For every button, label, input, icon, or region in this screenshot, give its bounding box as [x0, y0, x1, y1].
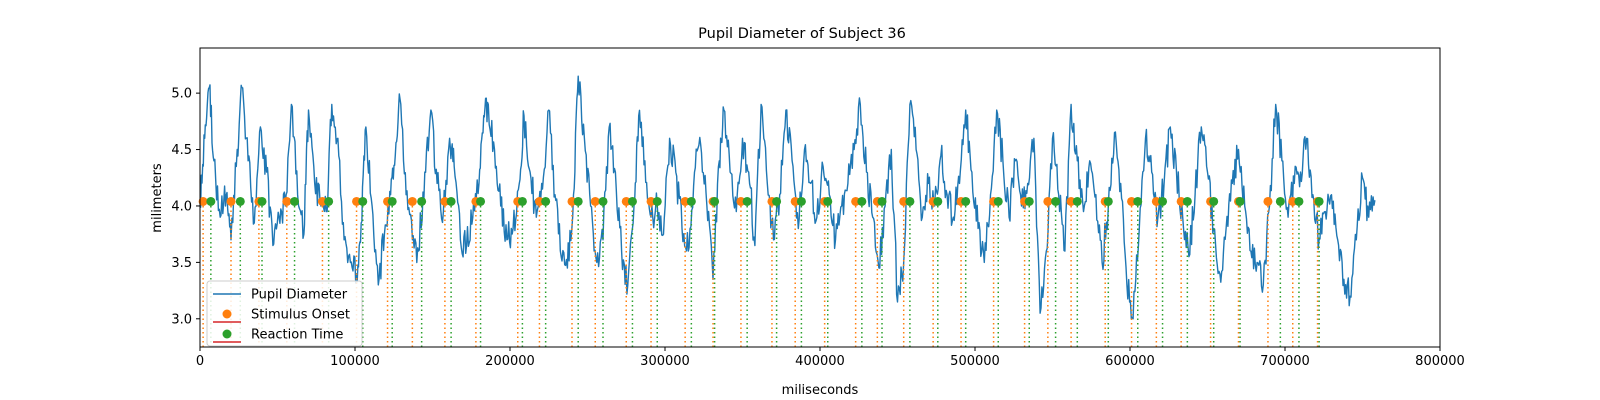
- reaction-time-marker: [1209, 196, 1219, 206]
- reaction-time-marker: [686, 196, 696, 206]
- pupil-diameter-line: [199, 75, 1376, 320]
- stimulus-onset-marker: [1176, 196, 1186, 206]
- stimulus-onset-marker: [851, 196, 861, 206]
- stimulus-onset-marker: [567, 196, 577, 206]
- reaction-time-marker: [961, 196, 971, 206]
- y-tick-label: 5.0: [171, 87, 192, 102]
- x-tick-label: 200000: [485, 354, 535, 369]
- stimulus-onset-marker: [352, 196, 362, 206]
- stimulus-onset-marker: [646, 196, 656, 206]
- reaction-time-marker: [573, 196, 583, 206]
- stimulus-onset-marker: [899, 196, 909, 206]
- stimulus-onset-marker: [226, 196, 236, 206]
- reaction-time-marker: [823, 196, 833, 206]
- y-tick-label: 3.5: [171, 256, 192, 271]
- reaction-time-marker: [796, 196, 806, 206]
- legend: Pupil Diameter Stimulus Onset Reaction T…: [206, 280, 363, 347]
- reaction-time-marker: [1051, 196, 1061, 206]
- reaction-time-marker: [772, 196, 782, 206]
- legend-frame: [206, 280, 363, 347]
- reaction-time-marker: [933, 196, 943, 206]
- stimulus-onset-marker: [621, 196, 631, 206]
- reaction-time-marker: [627, 196, 637, 206]
- legend-reaction-label: Reaction Time: [251, 328, 343, 343]
- reaction-time-marker: [290, 196, 300, 206]
- reaction-time-marker: [857, 196, 867, 206]
- stimulus-onset-marker: [440, 196, 450, 206]
- reaction-time-marker: [1235, 196, 1245, 206]
- stimulus-onset-marker: [1288, 196, 1298, 206]
- y-tick-label: 4.5: [171, 143, 192, 158]
- reaction-time-marker: [1133, 196, 1143, 206]
- reaction-time-marker: [446, 196, 456, 206]
- reaction-time-marker: [1103, 196, 1113, 206]
- x-tick-label: 100000: [330, 354, 380, 369]
- stimulus-onset-marker: [1151, 196, 1161, 206]
- legend-pupil-label: Pupil Diameter: [251, 288, 348, 303]
- legend-stimulus-label: Stimulus Onset: [251, 308, 350, 323]
- reaction-time-marker: [710, 196, 720, 206]
- stimulus-onset-marker: [198, 196, 208, 206]
- stimulus-onset-marker: [282, 196, 292, 206]
- x-tick-label: 500000: [950, 354, 1000, 369]
- reaction-time-marker: [417, 196, 427, 206]
- reaction-time-marker: [652, 196, 662, 206]
- reaction-time-marker: [541, 196, 551, 206]
- reaction-time-marker: [1158, 196, 1168, 206]
- reaction-time-marker: [742, 196, 752, 206]
- y-axis-label: milimeters: [150, 163, 165, 233]
- stimulus-onset-marker: [590, 196, 600, 206]
- axis-ticks: 0 100000 200000 300000 400000 500000 600000 700…: [171, 87, 1465, 369]
- reaction-time-marker: [1294, 196, 1304, 206]
- chart-title: Pupil Diameter of Subject 36: [698, 26, 906, 42]
- stimulus-onset-marker: [534, 196, 544, 206]
- reaction-time-marker: [476, 196, 486, 206]
- x-tick-label: 400000: [795, 354, 845, 369]
- legend-stimulus-marker: [222, 309, 232, 319]
- reaction-time-marker: [235, 196, 245, 206]
- reaction-time-marker: [206, 196, 216, 206]
- x-tick-label: 0: [196, 354, 204, 369]
- reaction-time-marker: [517, 196, 527, 206]
- reaction-time-marker: [598, 196, 608, 206]
- x-tick-label: 700000: [1260, 354, 1310, 369]
- stimulus-onset-marker: [1263, 196, 1273, 206]
- stimulus-onset-marker: [790, 196, 800, 206]
- reaction-time-marker: [993, 196, 1003, 206]
- reaction-time-marker: [905, 196, 915, 206]
- reaction-time-marker: [324, 196, 334, 206]
- reaction-time-marker: [877, 196, 887, 206]
- y-tick-label: 3.0: [171, 312, 192, 327]
- stimulus-onset-marker: [1127, 196, 1137, 206]
- stimulus-onset-marker: [680, 196, 690, 206]
- x-tick-label: 600000: [1105, 354, 1155, 369]
- reaction-time-marker: [1275, 196, 1285, 206]
- x-tick-label: 800000: [1415, 354, 1465, 369]
- stimulus-onset-marker: [736, 196, 746, 206]
- legend-reaction-marker: [222, 329, 232, 339]
- plot-area: [198, 75, 1376, 347]
- stimulus-onset-marker: [317, 196, 327, 206]
- reaction-time-marker: [257, 196, 267, 206]
- reaction-time-marker: [1024, 196, 1034, 206]
- stimulus-onset-marker: [1043, 196, 1053, 206]
- stimulus-onset-marker: [1066, 196, 1076, 206]
- stimulus-onset-marker: [407, 196, 417, 206]
- x-axis-label: miliseconds: [782, 383, 859, 398]
- reaction-time-marker: [358, 196, 368, 206]
- x-tick-label: 300000: [640, 354, 690, 369]
- reaction-time-marker: [387, 196, 397, 206]
- reaction-time-marker: [1182, 196, 1192, 206]
- y-tick-label: 4.0: [171, 199, 192, 214]
- reaction-time-marker: [1072, 196, 1082, 206]
- reaction-time-marker: [1314, 196, 1324, 206]
